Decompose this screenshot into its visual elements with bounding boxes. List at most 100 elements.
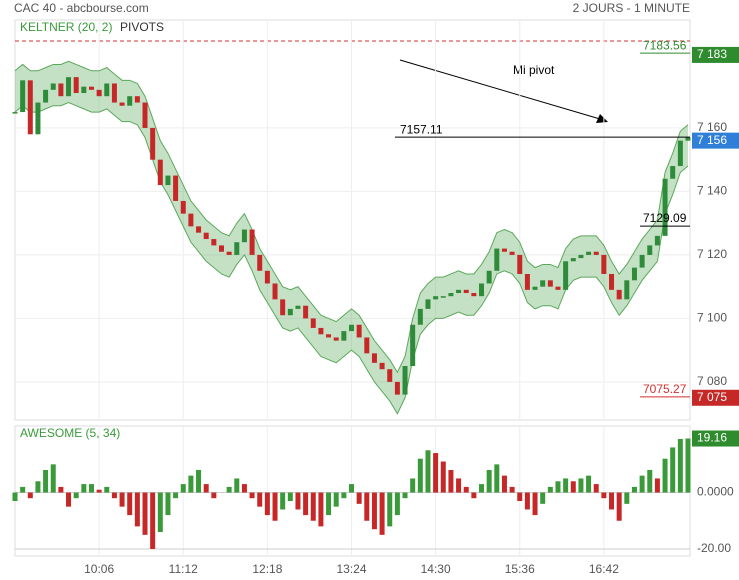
candle: [456, 289, 462, 294]
candle: [157, 159, 163, 186]
ao-bar: [127, 492, 133, 516]
candle: [616, 289, 622, 300]
price-tag-label: 7 156: [697, 133, 727, 147]
ao-bar: [43, 469, 49, 493]
candle: [173, 175, 179, 201]
ao-bar: [303, 492, 309, 516]
price-tag-label: 7 183: [697, 47, 727, 61]
ao-tick-label: 0.0000: [697, 485, 734, 499]
candle: [578, 254, 584, 259]
candle: [264, 270, 270, 284]
ao-bar: [387, 492, 393, 527]
ao-bar: [12, 492, 18, 502]
candle: [73, 77, 79, 94]
candle: [66, 77, 72, 97]
ao-bar: [188, 475, 194, 493]
ao-bar: [456, 478, 462, 493]
pivot-label: 7157.11: [400, 122, 443, 136]
ao-bar: [471, 492, 477, 499]
ao-bar: [356, 492, 362, 504]
ao-bar: [264, 492, 270, 516]
candle: [142, 102, 148, 128]
ao-bar: [58, 486, 64, 493]
y-tick-label: 7 100: [697, 311, 727, 325]
candle: [295, 305, 301, 309]
candle: [203, 232, 209, 240]
candle: [241, 229, 247, 243]
price-panel: [14, 19, 691, 421]
candle: [379, 362, 385, 370]
pivot-label: 7129.09: [643, 211, 687, 225]
candle: [433, 296, 439, 300]
ao-bar: [479, 484, 485, 493]
ao-bar: [295, 492, 301, 510]
candle: [111, 83, 117, 103]
candle: [364, 337, 370, 354]
ao-bar: [134, 492, 140, 527]
ao-tag-label: 19.16: [697, 431, 727, 445]
candle: [188, 213, 194, 227]
ao-bar: [494, 464, 500, 493]
ao-bar: [578, 478, 584, 493]
y-tick-label: 7 140: [697, 184, 727, 198]
candle: [532, 286, 538, 290]
candle: [425, 299, 431, 309]
band-line: [14, 60, 689, 374]
ao-tick-label: -20.00: [697, 541, 731, 555]
candle: [440, 296, 446, 298]
ao-bar: [234, 478, 240, 493]
candle: [570, 258, 576, 262]
x-tick-label: 13:24: [336, 562, 366, 576]
candle: [96, 89, 102, 97]
annotation-arrow: [399, 59, 601, 120]
candle: [104, 83, 110, 97]
candle: [287, 308, 293, 316]
ao-bar: [570, 481, 576, 493]
ao-bar: [341, 492, 347, 499]
candle: [27, 80, 33, 135]
price-tag: [692, 389, 739, 406]
x-tick-label: 15:36: [505, 562, 535, 576]
ao-bar: [50, 464, 56, 493]
ao-bar: [249, 492, 255, 499]
ao-bar: [425, 450, 431, 493]
period: 2 JOURS - 1 MINUTE: [573, 1, 690, 15]
candle: [463, 289, 469, 294]
ao-bar: [433, 453, 439, 493]
candle: [58, 83, 64, 97]
ao-bar: [180, 484, 186, 493]
ao-bar: [685, 438, 691, 493]
candle: [394, 381, 400, 395]
candle: [150, 127, 156, 160]
ao-bar: [287, 492, 293, 502]
ao-bar: [593, 484, 599, 493]
candle: [593, 251, 599, 255]
y-tick-label: 7 080: [697, 374, 727, 388]
ao-bar: [280, 492, 286, 510]
candle: [471, 293, 477, 297]
ao-bar: [211, 492, 217, 499]
price-tag-label: 7 075: [697, 390, 727, 404]
ao-bar: [379, 492, 385, 535]
candle: [494, 248, 500, 271]
ao-bar: [509, 486, 515, 493]
x-tick-label: 16:42: [589, 562, 619, 576]
ao-bar: [448, 469, 454, 493]
candle: [35, 102, 41, 135]
ao-tag: [692, 430, 739, 447]
candle: [318, 327, 324, 335]
candle: [356, 324, 362, 338]
ao-bar: [417, 458, 423, 493]
candle: [303, 305, 309, 319]
ao-bar: [196, 469, 202, 493]
ao-bar: [326, 492, 332, 516]
candle: [509, 251, 515, 255]
candle: [563, 261, 569, 290]
pivot-label: 7183.56: [643, 38, 687, 52]
ao-bar: [66, 492, 72, 507]
y-tick-label: 7 120: [697, 247, 727, 261]
ao-bar: [27, 492, 33, 499]
ao-bar: [547, 486, 553, 493]
candle: [410, 324, 416, 367]
